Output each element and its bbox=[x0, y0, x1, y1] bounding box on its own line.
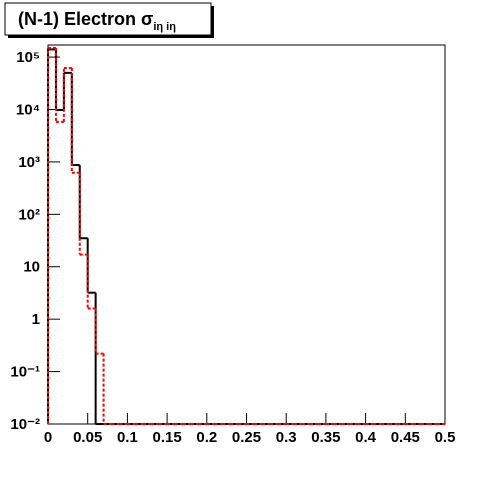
y-tick-label: 1 bbox=[32, 311, 40, 328]
x-tick-label: 0.4 bbox=[355, 429, 377, 446]
y-tick-label: 10⁴ bbox=[16, 101, 40, 118]
y-tick-label: 10³ bbox=[18, 154, 40, 171]
x-tick-label: 0.2 bbox=[196, 429, 217, 446]
x-tick-label: 0 bbox=[44, 429, 52, 446]
x-tick-label: 0.5 bbox=[435, 429, 456, 446]
title-main: (N-1) Electron σ bbox=[18, 9, 153, 29]
title-box bbox=[4, 2, 212, 36]
title-subscript: iη iη bbox=[153, 21, 176, 33]
chart-title: (N-1) Electron σiη iη bbox=[18, 9, 176, 33]
y-tick-label: 10² bbox=[18, 206, 40, 223]
x-tick-label: 0.45 bbox=[391, 429, 420, 446]
x-tick-label: 0.3 bbox=[276, 429, 297, 446]
y-tick-label: 10⁻¹ bbox=[10, 364, 40, 381]
y-tick-label: 10⁵ bbox=[16, 49, 40, 66]
x-tick-label: 0.25 bbox=[232, 429, 261, 446]
y-tick-label: 10 bbox=[23, 259, 40, 276]
x-tick-label: 0.05 bbox=[73, 429, 102, 446]
x-tick-label: 0.35 bbox=[311, 429, 340, 446]
y-tick-label: 10⁻² bbox=[10, 416, 40, 433]
x-tick-label: 0.15 bbox=[152, 429, 181, 446]
x-tick-label: 0.1 bbox=[117, 429, 138, 446]
